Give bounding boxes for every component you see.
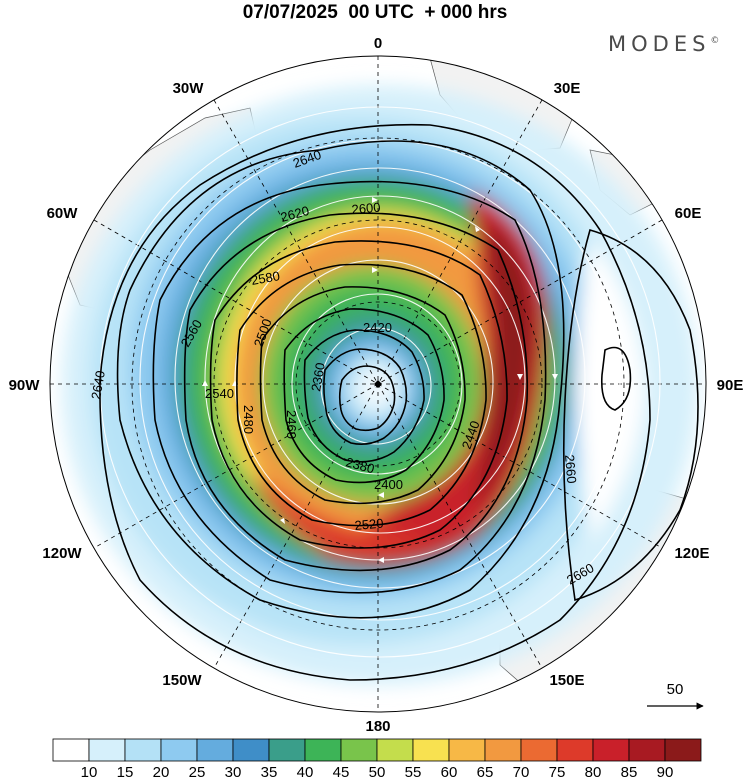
contour-label: 2540 [205,386,234,401]
colorbar-label: 70 [513,764,530,781]
longitude-labels: 0 30E 60E 90E 120E 150E 180 150W 120W 90… [9,35,744,735]
contour-label: 2400 [374,477,403,492]
contour-label: 2600 [351,200,381,217]
colorbar-label: 80 [585,764,602,781]
contour-label: 2580 [250,268,281,288]
lon-label-60e: 60E [675,205,702,222]
colorbar-label: 30 [225,764,242,781]
lon-label-180: 180 [365,718,390,735]
colorbar-swatch [304,738,342,762]
colorbar-swatch [412,738,450,762]
colorbar-swatch [628,738,666,762]
contour-label: 2640 [88,369,108,400]
colorbar-label: 60 [441,764,458,781]
wind-arrowheads [202,197,558,563]
colorbar-swatch [376,738,414,762]
colorbar-swatch [196,738,234,762]
colorbar [52,738,702,762]
lon-label-60w: 60W [47,205,79,222]
contour-labels: 2640 2620 2600 2580 2560 2540 2520 2500 … [88,147,596,588]
contour-label: 2460 [284,410,299,439]
colorbar-swatch [232,738,270,762]
colorbar-swatch [52,738,90,762]
colorbar-label: 15 [117,764,134,781]
colorbar-label: 85 [621,764,638,781]
colorbar-label: 50 [369,764,386,781]
lon-label-90w: 90W [9,377,41,394]
colorbar-label: 35 [261,764,278,781]
lon-label-120w: 120W [42,545,82,562]
colorbar-swatch [664,738,702,762]
contour-label: 2660 [562,454,579,484]
contour-label: 2360 [308,361,328,392]
geopotential-contours [99,123,699,681]
colorbar-swatch [520,738,558,762]
colorbar-swatch [448,738,486,762]
colorbar-label: 75 [549,764,566,781]
colorbar-swatch [160,738,198,762]
colorbar-label: 65 [477,764,494,781]
colorbar-label: 45 [333,764,350,781]
reference-vector: 50 [647,681,704,710]
brand-name: MODES [608,32,711,56]
lon-label-90e: 90E [717,377,744,394]
colorbar-swatch [556,738,594,762]
map-disk: 2640 2620 2600 2580 2560 2540 2520 2500 … [50,56,706,712]
colorbar-swatch [484,738,522,762]
lon-label-30w: 30W [173,80,205,97]
lon-label-150w: 150W [162,672,202,689]
lon-label-0: 0 [374,35,382,52]
modes-logo: MODES© [608,32,719,56]
reference-vector-label: 50 [667,681,684,698]
lon-label-120e: 120E [674,545,709,562]
colorbar-label: 90 [657,764,674,781]
map-boundary [49,55,707,713]
pole-marker [374,380,382,388]
colorbar-labels: 10 15 20 25 30 35 40 45 50 55 60 65 70 7… [81,764,674,781]
contour-label: 2480 [241,405,256,434]
colorbar-label: 40 [297,764,314,781]
colorbar-swatch [592,738,630,762]
colorbar-label: 25 [189,764,206,781]
contour-label: 2620 [279,203,311,225]
colorbar-swatch [340,738,378,762]
lon-label-150e: 150E [549,672,584,689]
brand-mark: © [710,36,720,46]
contour-label: 2380 [344,454,376,476]
contour-label: 2520 [354,516,384,533]
colorbar-swatch [88,738,126,762]
colorbar-label: 10 [81,764,98,781]
colorbar-swatch [124,738,162,762]
colorbar-label: 20 [153,764,170,781]
colorbar-swatch [268,738,306,762]
contour-label: 2420 [363,320,392,335]
colorbar-label: 55 [405,764,422,781]
map-title: 07/07/2025 00 UTC + 000 hrs [242,2,508,23]
lon-label-30e: 30E [554,80,581,97]
